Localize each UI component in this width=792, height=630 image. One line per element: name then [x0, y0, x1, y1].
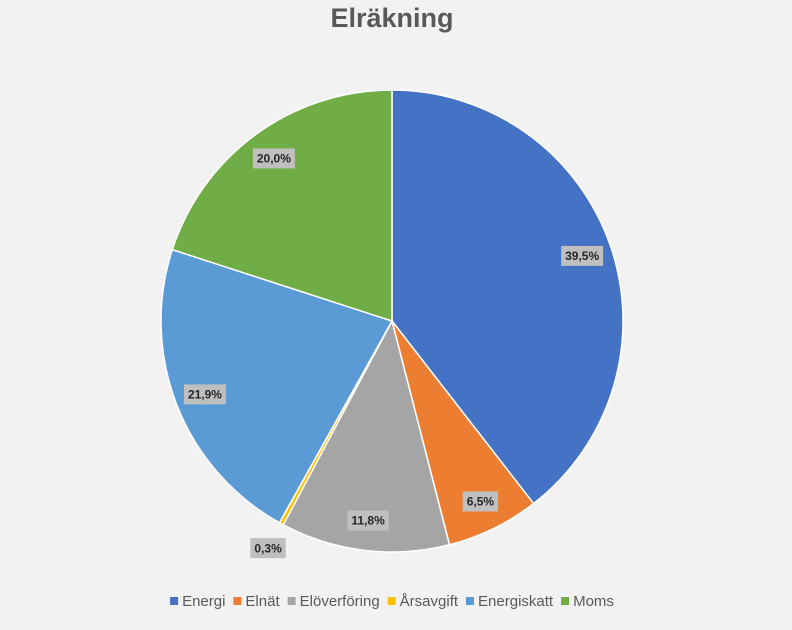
data-label: 6,5%: [462, 491, 499, 512]
data-label-box: [252, 148, 295, 169]
data-label-box: [462, 491, 499, 512]
legend-label: Elöverföring: [300, 593, 380, 610]
data-label-text: 11,8%: [351, 514, 385, 528]
data-label: 20,0%: [252, 148, 295, 169]
data-label-text: 0,3%: [254, 541, 282, 555]
legend: Energi Elnät Elöverföring Årsavgift Energisk…: [170, 593, 614, 610]
legend-label: Elnät: [245, 593, 280, 610]
data-label-box: [347, 510, 389, 531]
pie-slice: [160, 248, 394, 524]
data-label: 39,5%: [561, 245, 604, 266]
data-label-text: 21,9%: [188, 388, 222, 402]
legend-label: Moms: [573, 593, 614, 610]
legend-swatch: [287, 597, 296, 605]
legend-label: Årsavgift: [400, 593, 459, 610]
data-label-text: 20,0%: [257, 152, 291, 166]
pie-slice: [282, 318, 451, 553]
legend-swatch: [233, 597, 242, 605]
chart-title: Elräkning: [330, 3, 453, 33]
legend-label: Energi: [182, 593, 225, 610]
pie-slice: [391, 89, 624, 505]
data-label-box: [250, 538, 286, 559]
pie-slice: [171, 89, 393, 323]
legend-swatch: [561, 597, 570, 605]
legend-swatch: [387, 597, 396, 605]
legend-swatch: [170, 597, 179, 605]
data-label-text: 6,5%: [467, 495, 495, 509]
data-label: 11,8%: [347, 510, 389, 531]
data-label: 0,3%: [250, 538, 286, 559]
data-label-box: [561, 245, 604, 266]
data-label: 21,9%: [183, 384, 226, 405]
data-label-text: 39,5%: [565, 249, 599, 263]
data-label-box: [183, 384, 226, 405]
legend-swatch: [466, 597, 475, 605]
legend-label: Energiskatt: [478, 593, 554, 610]
